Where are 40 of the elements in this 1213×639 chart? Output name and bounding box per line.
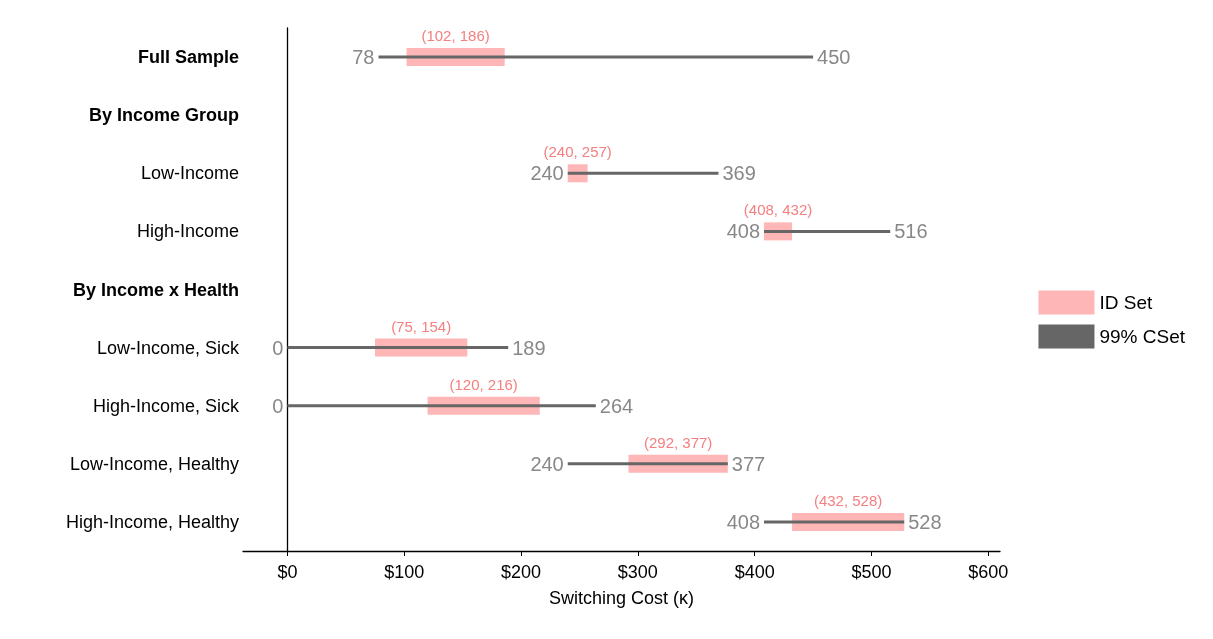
legend-label: 99% CSet (1099, 326, 1186, 347)
data-label: (75, 154) (391, 317, 452, 335)
x-tick-label: $400 (734, 562, 775, 582)
x-tick-label: $500 (851, 562, 892, 582)
y-tick-label: Full Sample (137, 47, 239, 68)
text: 240 (530, 162, 564, 185)
data-label: (240, 257) (543, 143, 612, 161)
legend-label: ID Set (1099, 292, 1153, 313)
x-axis-title: Switching Cost (κ) (548, 588, 695, 608)
y-tick-label: High-Income, Healthy (65, 511, 239, 532)
text: 0 (272, 336, 284, 359)
text: 240 (530, 452, 564, 475)
text: 377 (731, 452, 766, 475)
y-tick-label: By Income x Health (72, 279, 239, 300)
x-tick-label: $300 (617, 562, 658, 582)
y-tick-label: Low-Income (140, 163, 239, 184)
text: 408 (726, 510, 761, 533)
data-label: (120, 216) (449, 375, 518, 393)
x-tick-label: $0 (277, 562, 298, 582)
x-tick-label: $200 (501, 562, 542, 582)
data-label: (432, 528) (813, 491, 883, 509)
data-label: (292, 377) (643, 433, 713, 451)
text: 264 (599, 394, 634, 417)
text: 528 (908, 510, 942, 533)
x-tick-label: $100 (384, 562, 425, 582)
text: 408 (726, 220, 761, 243)
y-tick-label: High-Income (136, 221, 239, 242)
x-tick-label: $600 (968, 562, 1009, 582)
text: 189 (512, 336, 546, 359)
data-label: (408, 432) (743, 201, 813, 219)
data-label: (102, 186) (421, 27, 490, 45)
y-tick-label: Low-Income, Healthy (69, 453, 239, 474)
text: 450 (817, 46, 851, 69)
y-tick-label: High-Income, Sick (92, 395, 240, 416)
y-tick-label: Low-Income, Sick (96, 337, 240, 358)
y-tick-label: By Income Group (88, 105, 239, 126)
text: 516 (894, 220, 928, 243)
text: 369 (722, 162, 756, 185)
text: 0 (272, 394, 284, 417)
text: 78 (352, 46, 375, 69)
